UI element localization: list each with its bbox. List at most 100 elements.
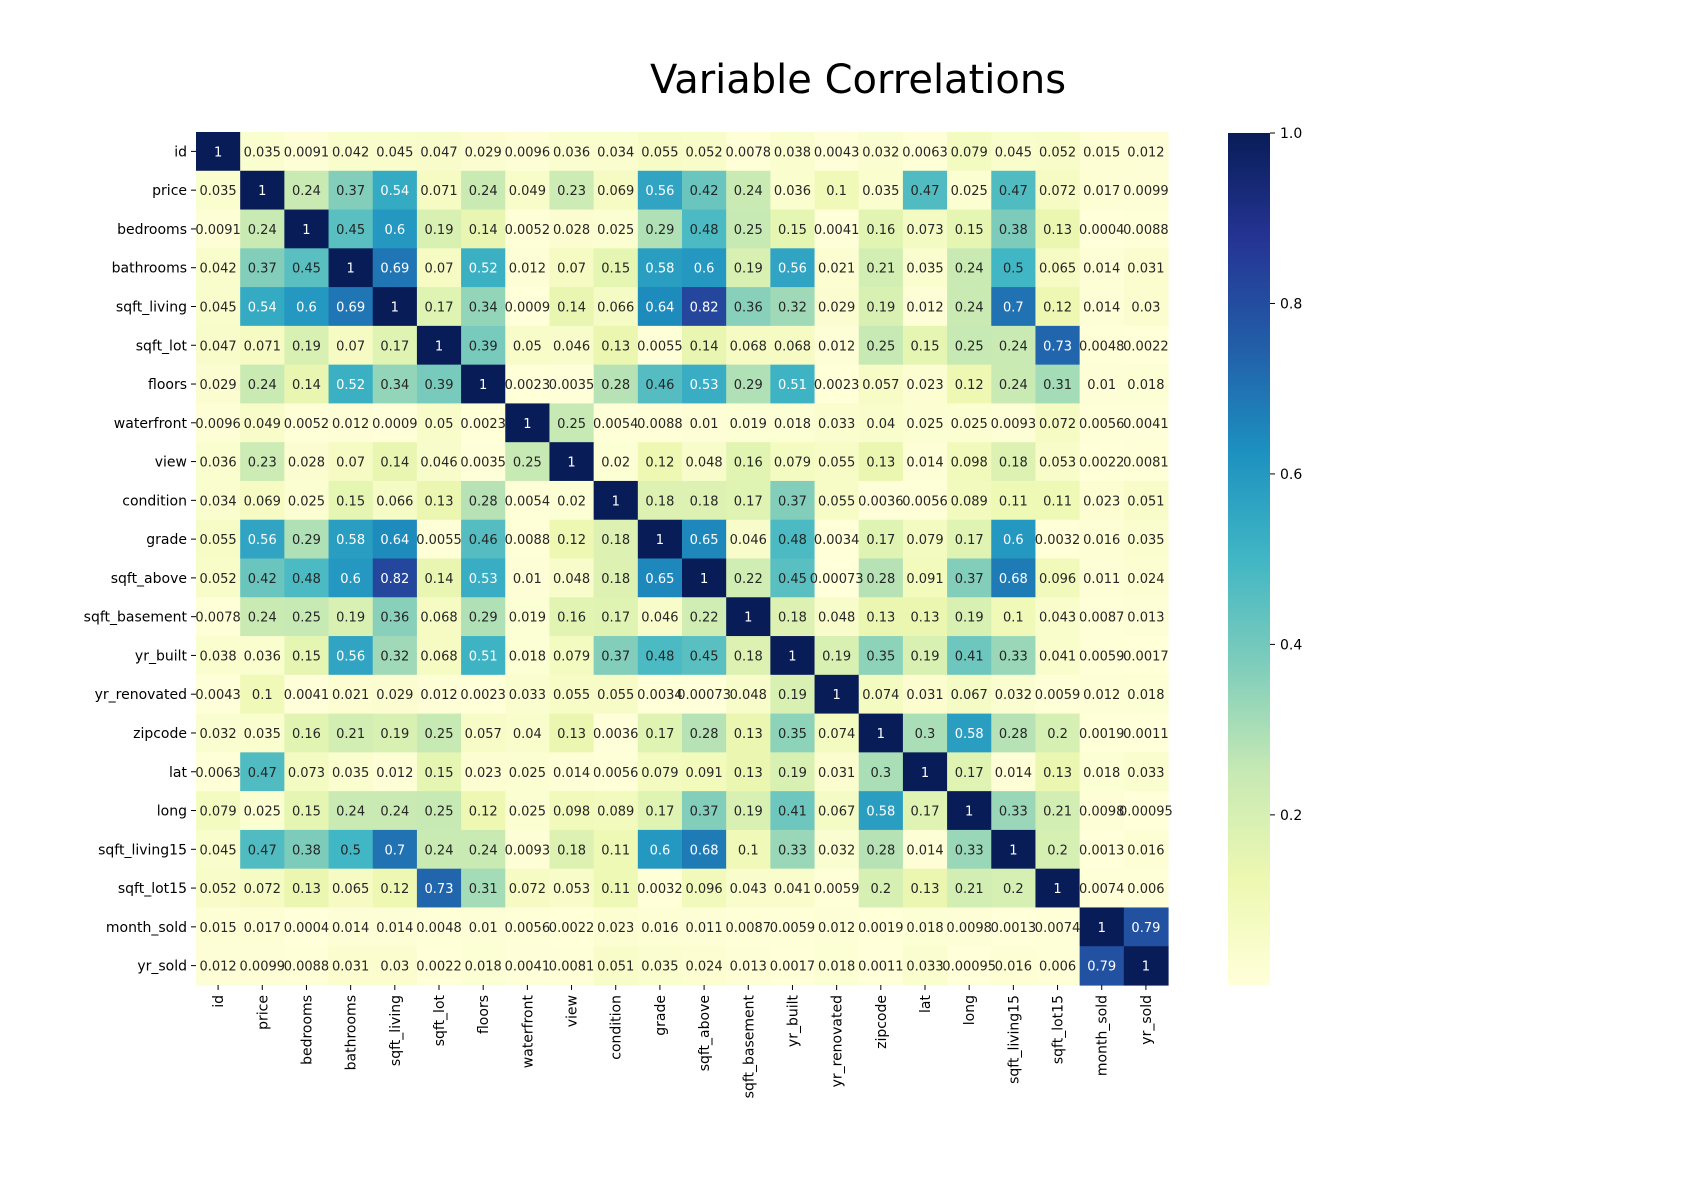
heatmap-cell	[947, 325, 992, 366]
heatmap-cell	[902, 170, 948, 211]
heatmap-cell-label: 0.24	[425, 843, 454, 858]
heatmap-cell-label: 0.011	[1083, 572, 1120, 587]
heatmap-cell	[947, 791, 992, 831]
heatmap-cell-label: 0.018	[774, 417, 811, 432]
heatmap-cell	[1035, 480, 1081, 521]
heatmap-cell-label: 0.18	[999, 456, 1028, 471]
heatmap-cell-label: 0.69	[336, 300, 365, 315]
heatmap-cell	[991, 558, 1037, 598]
heatmap-cell-label: 0.012	[199, 960, 236, 975]
heatmap-cell	[1035, 287, 1081, 327]
heatmap-cell	[814, 170, 860, 211]
heatmap-cell	[637, 829, 683, 870]
heatmap-cell	[991, 868, 1037, 909]
heatmap-cell-label: 0.14	[690, 339, 719, 354]
heatmap-cell-label: 0.13	[866, 611, 895, 626]
heatmap-cell-label: 1	[656, 533, 664, 548]
heatmap-cell	[372, 946, 418, 986]
heatmap-cell	[1123, 132, 1169, 172]
heatmap-cell-label: 0.01	[513, 572, 542, 587]
x-tick-label: price	[255, 995, 271, 1030]
heatmap-cell	[726, 132, 771, 172]
heatmap-cell-label: 0.0032	[1035, 533, 1081, 548]
heatmap-cell-label: 0.07	[425, 262, 454, 277]
heatmap-cell-label: 0.13	[1043, 766, 1072, 781]
heatmap-cell	[284, 325, 330, 366]
heatmap-cell-label: 0.56	[336, 649, 365, 664]
heatmap-cell	[726, 829, 771, 870]
heatmap-cell	[770, 287, 816, 327]
heatmap-cell-label: 0.035	[641, 960, 678, 975]
heatmap-cell-label: 0.0059	[1035, 688, 1081, 703]
heatmap-cell	[814, 364, 860, 405]
heatmap-cell	[682, 170, 727, 211]
heatmap-cell-label: 0.018	[818, 960, 855, 975]
heatmap-cell-label: 0.057	[465, 727, 502, 742]
heatmap-cell-label: 0.068	[730, 339, 767, 354]
heatmap-cell	[461, 442, 506, 482]
heatmap-cell-label: 0.17	[425, 300, 454, 315]
heatmap-cell-label: 0.025	[951, 184, 988, 199]
heatmap-cell	[416, 752, 462, 792]
heatmap-cell	[505, 442, 551, 482]
heatmap-cell	[372, 558, 418, 598]
heatmap-cell	[814, 287, 860, 327]
heatmap-cell	[1079, 829, 1125, 870]
heatmap-cell-label: 0.035	[244, 727, 281, 742]
heatmap-cell	[637, 868, 683, 909]
heatmap-cell-label: 0.69	[380, 262, 409, 277]
heatmap-cell	[726, 442, 771, 482]
heatmap-cell-label: 0.042	[199, 262, 236, 277]
heatmap-cell	[1079, 480, 1125, 521]
heatmap-cell	[240, 248, 285, 288]
heatmap-cell-label: 0.073	[906, 223, 943, 238]
heatmap-cell-label: 0.055	[641, 145, 678, 160]
heatmap-cell-label: 0.15	[292, 805, 321, 820]
heatmap-cell	[991, 519, 1037, 560]
heatmap-cell-label: 0.28	[866, 843, 895, 858]
heatmap-cell-label: 0.37	[778, 494, 807, 509]
heatmap-cell	[240, 364, 285, 405]
colorbar-tick-label: 0.4	[1280, 637, 1302, 653]
heatmap-cell	[328, 480, 374, 521]
heatmap-cell	[328, 752, 374, 792]
heatmap-cell	[770, 403, 816, 443]
heatmap-cell	[328, 946, 374, 986]
heatmap-cell-label: 0.29	[292, 533, 321, 548]
heatmap-cell	[770, 519, 816, 560]
heatmap-cell-label: 0.035	[199, 184, 236, 199]
heatmap-cell-label: 0.2	[870, 882, 891, 897]
heatmap-cell-label: 0.0088	[637, 417, 683, 432]
heatmap-cell	[637, 558, 683, 598]
heatmap-cell	[770, 248, 816, 288]
heatmap-cell	[1035, 170, 1081, 211]
heatmap-cell-label: 0.2	[1003, 882, 1024, 897]
heatmap-cell-label: 0.024	[685, 960, 722, 975]
heatmap-cell-label: 0.079	[641, 766, 678, 781]
heatmap-cell	[637, 287, 683, 327]
heatmap-cell	[328, 636, 374, 676]
heatmap-cell	[858, 636, 904, 676]
heatmap-cell	[593, 442, 639, 482]
heatmap-cell-label: 0.14	[380, 456, 409, 471]
heatmap-cell-label: 0.016	[995, 960, 1032, 975]
heatmap-cell	[505, 713, 551, 753]
heatmap-cell-label: 0.046	[730, 533, 767, 548]
colorbar-tick-label: 0.6	[1280, 467, 1302, 483]
heatmap-cell-label: 0.014	[906, 843, 943, 858]
heatmap-cell-label: 0.033	[906, 960, 943, 975]
heatmap-cell-label: 0.029	[818, 300, 855, 315]
heatmap-cell-label: 0.043	[1039, 611, 1076, 626]
heatmap-cell-label: 0.19	[778, 766, 807, 781]
heatmap-cell	[682, 209, 727, 249]
heatmap-cell	[1123, 558, 1169, 598]
heatmap-cell	[549, 636, 595, 676]
heatmap-cell	[682, 829, 727, 870]
heatmap-cell-label: 0.24	[955, 300, 984, 315]
heatmap-cell	[1035, 946, 1081, 986]
heatmap-cell	[814, 674, 860, 715]
heatmap-cell	[770, 752, 816, 792]
heatmap-cell-label: 0.048	[685, 456, 722, 471]
heatmap-cell-label: 0.0099	[240, 960, 286, 975]
heatmap-cell	[549, 713, 595, 753]
